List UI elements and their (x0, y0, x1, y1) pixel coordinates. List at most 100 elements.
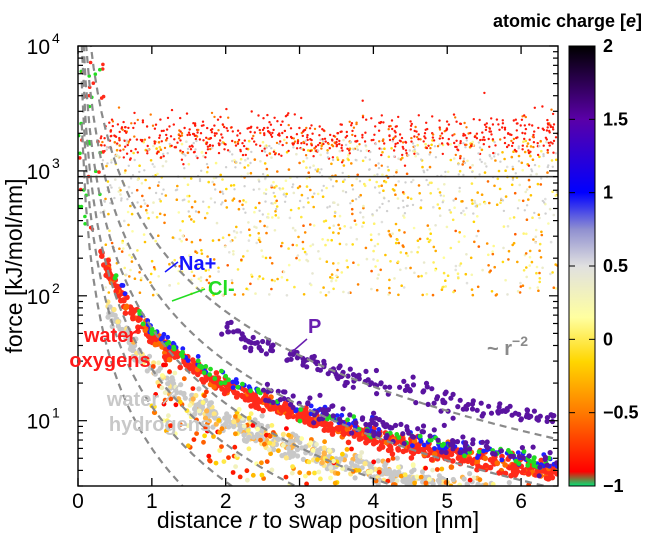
grey-cloud-point (493, 155, 496, 158)
cloud-point (527, 198, 530, 201)
band-point (176, 141, 179, 144)
grey-cloud-point (328, 205, 331, 208)
series-point (165, 334, 171, 340)
cloud-point (257, 232, 261, 235)
series-point (477, 477, 483, 483)
band-point (133, 135, 136, 138)
band-point (242, 144, 246, 148)
series-point (174, 389, 180, 396)
cloud-point (104, 243, 108, 246)
band-point (409, 120, 412, 123)
band-point (438, 119, 441, 122)
cloud-point (527, 178, 531, 182)
water-oxygens-leader (125, 327, 141, 339)
band-point (285, 141, 288, 145)
cloud-point (516, 260, 519, 264)
grey-cloud-point (314, 168, 317, 171)
cloud-point (276, 170, 279, 173)
band-point (483, 123, 487, 127)
series-point (233, 414, 238, 419)
band-point (170, 144, 173, 147)
cloud-point (472, 220, 476, 224)
band-point (145, 125, 149, 128)
cloud-point (324, 293, 328, 297)
cloud-point (473, 201, 477, 205)
series-point (177, 364, 183, 371)
cloud-point (104, 286, 107, 289)
cloud-point (535, 271, 538, 275)
grey-cloud-point (205, 162, 209, 166)
cloud-point (403, 231, 406, 234)
grey-cloud-point (306, 197, 310, 200)
band-point (474, 135, 477, 138)
cloud-point (463, 213, 467, 216)
cloud-point (476, 215, 479, 218)
band-point (280, 154, 283, 157)
series-point (467, 456, 473, 463)
cloud-point (296, 254, 300, 257)
series-point (421, 442, 427, 448)
cloud-point (178, 264, 181, 268)
series-point (379, 444, 386, 450)
series-point (356, 459, 362, 465)
band-point (135, 138, 139, 141)
series-point (380, 419, 386, 426)
series-point (248, 388, 254, 394)
series-point (226, 424, 232, 430)
series-point (488, 410, 495, 416)
series-point (128, 306, 135, 312)
grey-cloud-point (272, 191, 275, 195)
cloud-point (118, 247, 121, 250)
series-point (463, 403, 469, 409)
series-point (190, 364, 197, 370)
series-point (410, 374, 416, 380)
cloud-point (318, 257, 322, 261)
band-point (401, 141, 405, 144)
series-point (415, 426, 421, 432)
y-tick-label: 10 (27, 161, 50, 184)
series-point (333, 371, 339, 378)
grey-cloud-point (249, 161, 252, 165)
cloud-point (342, 290, 345, 294)
band-point (488, 127, 492, 130)
grey-cloud-point (181, 199, 184, 202)
grey-cloud-point (183, 167, 186, 170)
grey-cloud-point (478, 146, 482, 149)
cloud-point (417, 275, 420, 278)
grey-cloud-point (408, 149, 411, 152)
cloud-point (524, 139, 528, 143)
series-point (378, 380, 384, 386)
grey-cloud-point (517, 147, 520, 150)
band-point (300, 142, 303, 145)
cloud-point (258, 220, 262, 223)
cloud-point (309, 283, 313, 287)
cloud-point (261, 140, 265, 144)
cloud-point (298, 161, 301, 165)
band-point (525, 145, 529, 148)
band-point (179, 149, 182, 152)
series-point (340, 451, 345, 457)
cloud-point (534, 241, 537, 244)
cloud-point (294, 229, 297, 232)
series-point (311, 353, 317, 360)
band-point (204, 156, 207, 159)
series-point (457, 397, 463, 403)
series-point (528, 413, 534, 419)
band-point (295, 147, 299, 150)
band-point (511, 141, 515, 145)
band-point (250, 110, 253, 113)
cloud-point (349, 226, 353, 229)
grey-cloud-point (221, 192, 225, 195)
band-point (394, 135, 397, 138)
band-point (256, 126, 259, 129)
series-point (213, 460, 219, 466)
grey-cloud-point (320, 168, 323, 171)
cloud-point (312, 164, 315, 167)
series-point (311, 412, 317, 418)
cloud-point (463, 235, 466, 238)
cloud-point (335, 274, 338, 278)
cloud-point (449, 211, 453, 214)
cloud-point (241, 293, 245, 296)
cloud-point (261, 255, 265, 258)
cloud-point (458, 231, 462, 234)
